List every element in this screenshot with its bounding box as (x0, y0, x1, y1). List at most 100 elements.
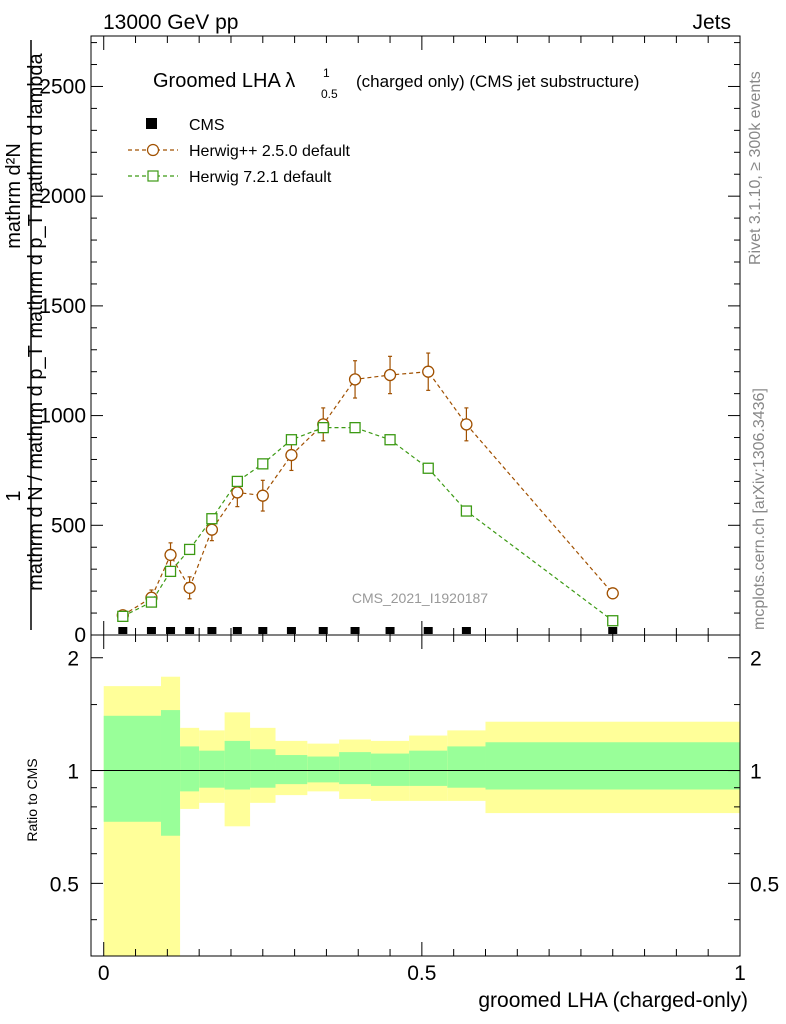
data-point (285, 434, 298, 446)
ratio-y-tick-label: 2 (67, 648, 79, 671)
series-1 (116, 352, 619, 622)
legend-cms-label: CMS (189, 117, 225, 134)
data-point (385, 627, 395, 634)
header-left: 13000 GeV pp (103, 11, 238, 34)
y-tick-label: 1000 (39, 405, 86, 428)
y-tick-label: 500 (51, 514, 86, 537)
legend-herwig7-label: Herwig 7.2.1 default (189, 169, 332, 186)
chart-title: Groomed LHA λ 1 0.5 (charged only) (CMS … (153, 66, 639, 101)
data-point (164, 548, 177, 562)
ratio-y-tick-label-right: 2 (750, 648, 762, 671)
data-point (608, 627, 618, 634)
data-point (145, 596, 158, 608)
y-tick-label: 1500 (39, 295, 86, 318)
main-panel: 0 500 1000 1500 2000 2500 CMS_2021_I1920187 (39, 35, 741, 647)
y-tick-label: 2000 (39, 185, 86, 208)
data-point (118, 627, 128, 634)
ratio-inner-band (370, 753, 410, 786)
ratio-y-tick-label-right: 0.5 (750, 873, 779, 896)
rivet-label: Rivet 3.1.10, ≥ 300k events (747, 71, 764, 265)
legend-herwig7-marker (147, 170, 159, 182)
ratio-y-tick-label: 0.5 (50, 873, 79, 896)
series-0 (118, 627, 618, 634)
ratio-inner-band (339, 752, 371, 785)
x-tick-label: 1 (734, 962, 746, 985)
data-point (257, 458, 269, 470)
ratio-ylabel: Ratio to CMS (24, 758, 40, 841)
title-tail: (charged only) (CMS jet substructure) (356, 72, 639, 91)
title-subscript: 0.5 (321, 87, 338, 101)
ratio-inner-band (275, 755, 308, 785)
ratio-x-ticks: 0 0.5 1 (98, 635, 746, 985)
ylabel-numerator: mathrm d²N (3, 143, 25, 249)
legend-herwigpp-label: Herwig++ 2.5.0 default (189, 143, 351, 160)
data-point (318, 627, 328, 634)
legend: CMS Herwig++ 2.5.0 default Herwig 7.2.1 … (128, 117, 351, 186)
ratio-frame (90, 634, 741, 957)
data-point (164, 565, 177, 578)
data-point (460, 418, 473, 431)
ratio-y-tick-label: 1 (67, 761, 79, 784)
ratio-inner-band (485, 742, 740, 790)
data-point (285, 448, 298, 462)
data-point (232, 627, 242, 634)
data-point (461, 627, 471, 634)
data-point (205, 523, 219, 536)
ratio-panel: 0.5 0.5 1 1 2 2 0 0.5 1 Ratio to CMS (24, 634, 779, 985)
data-point (286, 627, 296, 634)
data-point (348, 373, 362, 386)
ratio-inner-band (250, 749, 276, 788)
data-point (256, 489, 269, 502)
data-point (206, 513, 218, 525)
y-axis-label: 1 mathrm d N / mathrm d p_T mathrm d²N m… (3, 40, 47, 630)
data-point (350, 627, 360, 634)
data-point (231, 486, 244, 499)
data-point (423, 627, 433, 634)
x-axis-label: groomed LHA (charged-only) (478, 989, 748, 1012)
ratio-inner-band (160, 710, 181, 836)
data-point (607, 615, 619, 627)
data-point (207, 627, 217, 634)
data-point (384, 434, 396, 446)
y-tick-label: 2500 (39, 75, 86, 98)
mcplots-label: mcplots.cern.ch [arXiv:1306.3436] (751, 388, 768, 630)
series-line (122, 371, 614, 616)
y-tick-label: 0 (74, 624, 86, 647)
series-2 (117, 422, 619, 627)
data-point (317, 422, 329, 434)
ratio-inner-band (103, 715, 161, 822)
watermark: CMS_2021_I1920187 (352, 590, 488, 606)
title-main: Groomed LHA λ (153, 70, 295, 92)
legend-cms-marker (146, 118, 157, 129)
ratio-inner-band (199, 750, 225, 788)
ratio-inner-band (180, 746, 200, 792)
x-tick-label: 0.5 (407, 962, 436, 985)
data-point (383, 368, 397, 382)
ratio-y-ticks: 0.5 0.5 1 1 2 2 (50, 648, 779, 921)
data-point (460, 505, 473, 517)
ratio-y-tick-label-right: 1 (750, 761, 762, 784)
main-y-ticks: 0 500 1000 1500 2000 2500 (39, 42, 740, 647)
header-right: Jets (692, 11, 731, 34)
series-layer (116, 352, 619, 634)
ratio-inner-band (409, 750, 448, 786)
data-point (183, 543, 196, 556)
data-point (422, 365, 435, 378)
ratio-inner-band (224, 740, 251, 790)
data-point (166, 627, 176, 634)
data-point (258, 627, 268, 634)
legend-herwigpp-marker (146, 143, 160, 157)
data-point (146, 627, 156, 634)
title-superscript: 1 (323, 66, 330, 80)
ylabel-denominator-one: mathrm d N / mathrm d p_T (25, 345, 47, 591)
ratio-inner-band (447, 746, 486, 788)
data-point (183, 581, 196, 594)
data-point (606, 587, 619, 600)
data-point (422, 462, 434, 474)
data-point (349, 422, 361, 434)
ylabel-numerator-one: 1 (3, 490, 25, 501)
ratio-inner-band (307, 756, 340, 783)
data-point (185, 627, 195, 634)
ratio-bands (103, 676, 740, 956)
